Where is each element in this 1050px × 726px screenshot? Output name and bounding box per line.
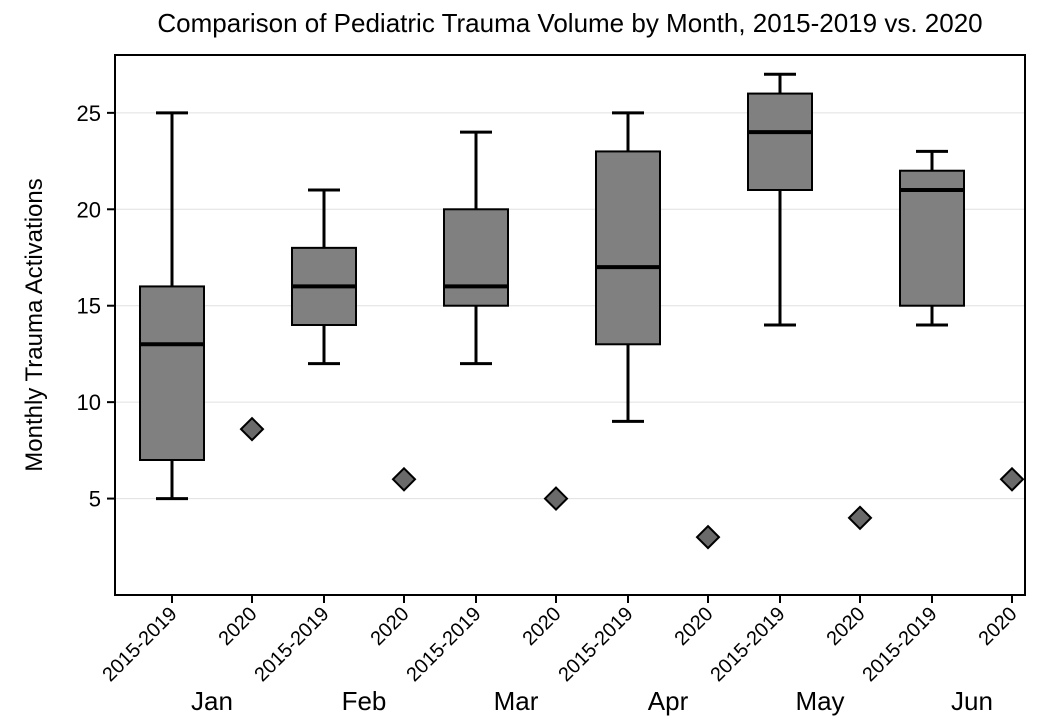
chart-svg: 5 10 15 20 25 Monthly Trauma Activations Compa… (0, 0, 1050, 726)
box (748, 94, 812, 190)
month-label: Jun (951, 686, 993, 716)
month-label: Apr (648, 686, 689, 716)
ytick-label: 20 (77, 197, 101, 222)
ytick-label: 15 (77, 294, 101, 319)
month-label: May (795, 686, 844, 716)
month-label: Jan (191, 686, 233, 716)
boxplot-chart: 5 10 15 20 25 Monthly Trauma Activations Compa… (0, 0, 1050, 726)
ytick-label: 5 (89, 487, 101, 512)
box (444, 209, 508, 305)
month-label: Feb (342, 686, 387, 716)
month-label: Mar (494, 686, 539, 716)
y-axis-label: Monthly Trauma Activations (21, 178, 48, 471)
ytick-label: 10 (77, 390, 101, 415)
box (140, 286, 204, 460)
box (596, 151, 660, 344)
ytick-label: 25 (77, 101, 101, 126)
chart-title: Comparison of Pediatric Trauma Volume by… (157, 8, 982, 38)
